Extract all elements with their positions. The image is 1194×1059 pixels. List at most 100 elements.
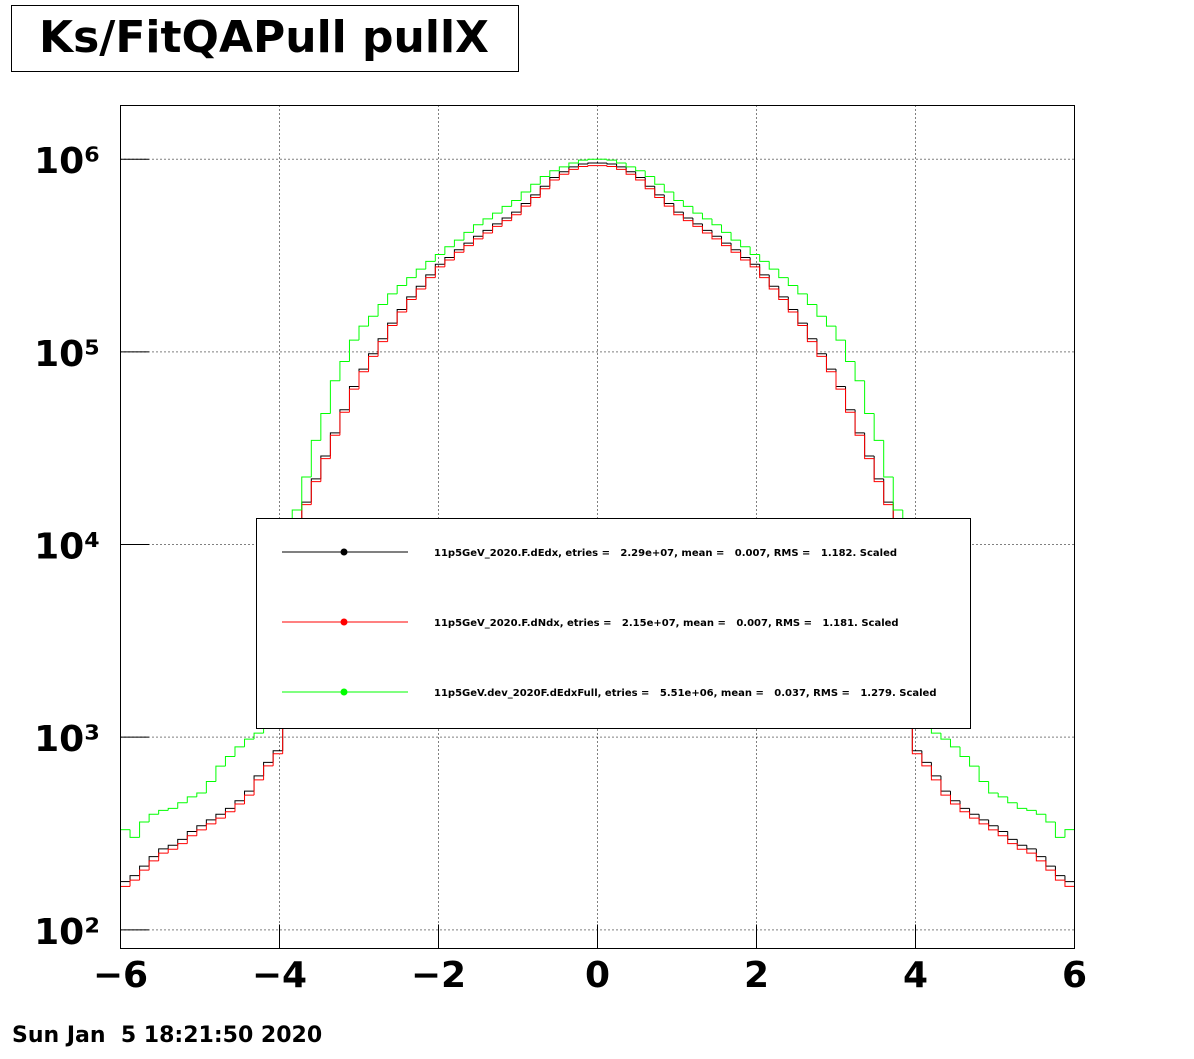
histogram-step — [1045, 860, 1056, 871]
legend-box — [256, 518, 971, 729]
histogram-step — [1026, 849, 1037, 854]
histogram-step — [434, 254, 445, 262]
histogram-step — [244, 738, 255, 747]
histogram-step — [711, 218, 722, 226]
histogram-step — [997, 793, 1008, 798]
histogram-step — [492, 212, 503, 219]
histograms — [120, 158, 1075, 887]
legend-label: 11p5GeV_2020.F.dNdx, etries = 2.15e+07, … — [434, 618, 899, 629]
histogram-step — [549, 170, 560, 177]
histogram-step — [959, 803, 970, 813]
histogram-step — [253, 779, 264, 796]
histogram-step — [148, 813, 159, 822]
histogram-step — [988, 823, 999, 831]
histogram-step — [186, 796, 197, 803]
histogram-step — [921, 753, 932, 767]
histogram-step — [969, 811, 980, 819]
histogram-step — [606, 163, 617, 165]
histogram-step — [854, 412, 865, 436]
histogram-step — [959, 746, 970, 757]
histogram-step — [310, 439, 321, 478]
histogram-step — [434, 266, 445, 278]
histogram-step — [348, 388, 359, 413]
histogram-step — [558, 166, 569, 171]
histogram-step — [692, 206, 703, 214]
histogram-step — [616, 160, 627, 164]
histogram-step — [205, 823, 216, 830]
y-tick-label: 10² — [34, 912, 100, 953]
histogram-step — [682, 200, 693, 207]
histogram-step — [721, 224, 732, 233]
y-tick-label: 10⁴ — [34, 527, 100, 568]
histogram-step — [883, 440, 894, 478]
histogram-step — [701, 226, 712, 234]
footer: Sun Jan 5 18:21:50 2020 — [12, 1023, 322, 1048]
histogram-step — [854, 361, 865, 382]
histogram-step — [711, 232, 722, 240]
histogram-step — [472, 224, 484, 233]
y-tick-label: 10⁵ — [34, 334, 100, 375]
histogram-step — [1054, 821, 1065, 838]
histogram-step — [740, 240, 751, 248]
histogram-step — [940, 779, 951, 796]
histogram-step — [806, 293, 817, 306]
x-tick-label: −6 — [93, 955, 148, 996]
histogram-step — [797, 285, 808, 295]
histogram-step — [549, 179, 560, 189]
histogram-step — [949, 795, 961, 805]
histogram-step — [644, 179, 655, 190]
histogram-step — [177, 802, 188, 809]
histogram-step — [377, 341, 388, 357]
histogram-step — [663, 184, 674, 193]
histogram-step — [625, 163, 636, 168]
histogram-step — [539, 188, 550, 198]
legend-marker — [340, 548, 348, 556]
histogram-step — [425, 277, 436, 289]
histogram-step — [406, 298, 417, 313]
histogram-step — [444, 246, 455, 255]
histogram-step — [320, 458, 331, 482]
histogram-step — [949, 739, 961, 748]
histogram-step — [759, 254, 770, 262]
histogram-step — [263, 765, 274, 780]
histogram-step — [768, 261, 779, 270]
histogram-step — [825, 316, 836, 327]
y-tick-label: 10⁶ — [34, 141, 100, 182]
histogram-step — [253, 732, 264, 740]
histogram-step — [1064, 829, 1075, 838]
histogram-step — [453, 239, 464, 247]
histogram-step — [215, 817, 226, 824]
histogram-step — [654, 188, 665, 198]
histogram-step — [234, 803, 245, 812]
histogram-step — [721, 238, 732, 247]
histogram-step — [139, 869, 150, 881]
histogram-step — [501, 205, 512, 214]
histogram-step — [358, 371, 369, 390]
histogram-step — [167, 807, 178, 811]
histogram-step — [969, 756, 980, 767]
histogram-step — [930, 765, 941, 781]
histogram-step — [577, 163, 588, 167]
histogram-step — [539, 176, 550, 185]
histogram-step — [1026, 808, 1037, 811]
histogram-step — [1054, 870, 1065, 881]
histogram-step — [520, 191, 531, 201]
x-tick-label: 0 — [585, 955, 610, 996]
x-tick-label: 6 — [1062, 955, 1087, 996]
histogram-step — [997, 829, 1008, 837]
histogram-step — [1016, 802, 1027, 809]
histogram-step — [873, 413, 884, 441]
histogram-step — [787, 277, 798, 287]
histogram-step — [186, 835, 197, 844]
histogram-step — [778, 269, 789, 279]
histogram-step — [692, 220, 703, 227]
histogram-step — [806, 325, 817, 343]
histogram-step — [673, 191, 684, 202]
histogram-step — [463, 245, 474, 253]
histogram-step — [530, 183, 541, 192]
histogram-step — [1007, 835, 1018, 845]
histogram-step — [129, 829, 140, 838]
histogram-step — [244, 794, 255, 804]
histogram-step — [1035, 810, 1046, 815]
histogram-step — [883, 481, 894, 506]
